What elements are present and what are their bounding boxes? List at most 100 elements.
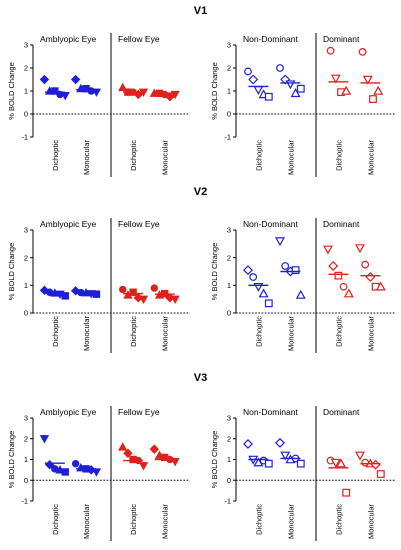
group-label: Fellow Eye xyxy=(118,34,160,44)
data-point-invtriangle xyxy=(362,75,373,85)
data-point-invtriangle xyxy=(355,244,365,254)
data-point-invtriangle xyxy=(60,92,70,101)
row-title: V3 xyxy=(194,372,207,384)
y-tick-label: 2 xyxy=(227,64,231,73)
y-tick-label: 0 xyxy=(227,110,231,119)
group-dominant: Dominant Dichoptic Monocular xyxy=(323,34,384,176)
data-point-diamond xyxy=(39,74,50,85)
group-label: Dominant xyxy=(323,34,360,44)
data-point-invtriangle xyxy=(170,295,180,304)
y-tick-label: 0 xyxy=(24,110,28,119)
row-v1: V1 -1 0 1 2 3 % BOLD Change Amblyopic Eye Dichop… xyxy=(7,5,396,177)
x-category-label: Monocular xyxy=(82,504,91,540)
group-amblyopic-eye: Amblyopic Eye Dichoptic Monocular xyxy=(39,407,102,540)
x-category-label: Monocular xyxy=(161,316,170,352)
data-point-circle xyxy=(361,260,370,269)
x-category-label: Monocular xyxy=(82,316,91,352)
x-category-label: Monocular xyxy=(82,140,91,176)
group-non-dominant: Non-Dominant Dichoptic Monocular xyxy=(243,34,305,175)
y-tick-label: 1 xyxy=(24,455,28,464)
x-category-label: Dichoptic xyxy=(129,140,138,171)
x-category-label: Dichoptic xyxy=(334,140,343,171)
y-tick-label: 1 xyxy=(227,87,231,96)
panel-block: 0 1 2 3 % BOLD Change Non-Dominant Dichoptic Mo… xyxy=(210,218,396,353)
panel-block: -1 0 1 2 3 % BOLD Change Non-Dominant Dichoptic… xyxy=(210,406,396,541)
group-label: Amblyopic Eye xyxy=(40,219,96,229)
data-point-triangle xyxy=(343,288,354,298)
row-v2: V2 0 1 2 3 % BOLD Change Amblyopic Eye Dichopti… xyxy=(7,186,396,353)
data-point-invtriangle xyxy=(275,237,285,247)
data-point-square xyxy=(291,266,300,275)
y-axis-label: % BOLD Change xyxy=(7,243,16,301)
data-point-invtriangle xyxy=(323,245,333,255)
data-point-diamond xyxy=(370,459,381,470)
x-category-label: Dichoptic xyxy=(129,316,138,347)
x-category-label: Monocular xyxy=(286,504,295,540)
y-tick-label: 2 xyxy=(227,253,231,262)
data-point-circle xyxy=(119,285,127,294)
data-point-triangle xyxy=(375,281,386,291)
x-category-label: Monocular xyxy=(366,316,375,352)
y-tick-label: 1 xyxy=(227,455,231,464)
data-point-square xyxy=(334,271,343,280)
data-point-square xyxy=(264,459,273,468)
panel-block: 0 1 2 3 % BOLD Change Amblyopic Eye Dichoptic M… xyxy=(7,218,190,353)
group-fellow-eye: Fellow Eye Dichoptic Monocular xyxy=(118,407,180,540)
data-point-circle xyxy=(358,48,367,56)
data-point-square xyxy=(369,95,377,103)
data-point-square xyxy=(264,299,273,308)
data-point-diamond xyxy=(275,437,285,448)
y-tick-label: 3 xyxy=(24,41,28,50)
x-category-label: Monocular xyxy=(161,140,170,176)
data-point-triangle xyxy=(295,289,306,299)
x-category-label: Dichoptic xyxy=(254,504,263,535)
data-point-diamond xyxy=(248,74,259,85)
data-point-invtriangle xyxy=(330,74,341,84)
data-point-square xyxy=(61,292,69,300)
group-label: Non-Dominant xyxy=(243,219,298,229)
data-point-diamond xyxy=(123,448,133,458)
y-tick-label: 2 xyxy=(227,434,231,443)
data-point-circle xyxy=(244,67,252,76)
data-point-diamond xyxy=(165,92,175,102)
y-tick-label: 2 xyxy=(24,64,28,73)
x-category-label: Dichoptic xyxy=(51,504,60,535)
data-point-square xyxy=(342,488,351,497)
y-tick-label: 0 xyxy=(227,476,231,485)
data-point-diamond xyxy=(149,444,160,454)
data-point-square xyxy=(129,288,137,296)
group-label: Fellow Eye xyxy=(118,407,160,417)
data-point-triangle xyxy=(373,85,384,95)
data-point-invtriangle xyxy=(253,86,264,96)
data-point-diamond xyxy=(70,74,81,85)
data-point-triangle xyxy=(118,442,128,451)
y-tick-label: 3 xyxy=(24,226,28,235)
y-tick-label: 1 xyxy=(24,87,28,96)
panel-block: -1 0 1 2 3 % BOLD Change Amblyopic Eye Dichopti… xyxy=(7,33,190,177)
data-point-diamond xyxy=(243,265,253,276)
y-axis-label: % BOLD Change xyxy=(210,243,219,301)
data-point-triangle xyxy=(258,288,269,298)
group-dominant: Dominant Dichoptic Monocular xyxy=(323,219,386,352)
data-point-invtriangle xyxy=(330,458,341,468)
row-v3: V3 -1 0 1 2 3 % BOLD Change Amblyopic Eye Dichop… xyxy=(7,372,396,541)
data-point-diamond xyxy=(243,438,253,449)
y-axis-label: % BOLD Change xyxy=(7,62,16,120)
data-point-invtriangle xyxy=(138,295,149,304)
y-tick-label: 3 xyxy=(227,41,231,50)
group-amblyopic-eye: Amblyopic Eye Dichoptic Monocular xyxy=(39,219,101,352)
data-point-diamond xyxy=(328,260,339,271)
data-point-triangle xyxy=(341,85,352,95)
row-title: V1 xyxy=(194,5,207,17)
group-dominant: Dominant Dichoptic Monocular xyxy=(323,407,385,539)
x-category-label: Monocular xyxy=(366,140,375,176)
y-tick-label: 3 xyxy=(227,414,231,423)
x-category-label: Monocular xyxy=(161,504,170,540)
y-tick-label: 3 xyxy=(24,414,28,423)
data-point-invtriangle xyxy=(91,468,102,477)
x-category-label: Dichoptic xyxy=(51,140,60,171)
data-point-invtriangle xyxy=(285,80,296,90)
x-category-label: Dichoptic xyxy=(129,504,138,535)
group-fellow-eye: Fellow Eye Dichoptic Monocular xyxy=(118,34,180,176)
